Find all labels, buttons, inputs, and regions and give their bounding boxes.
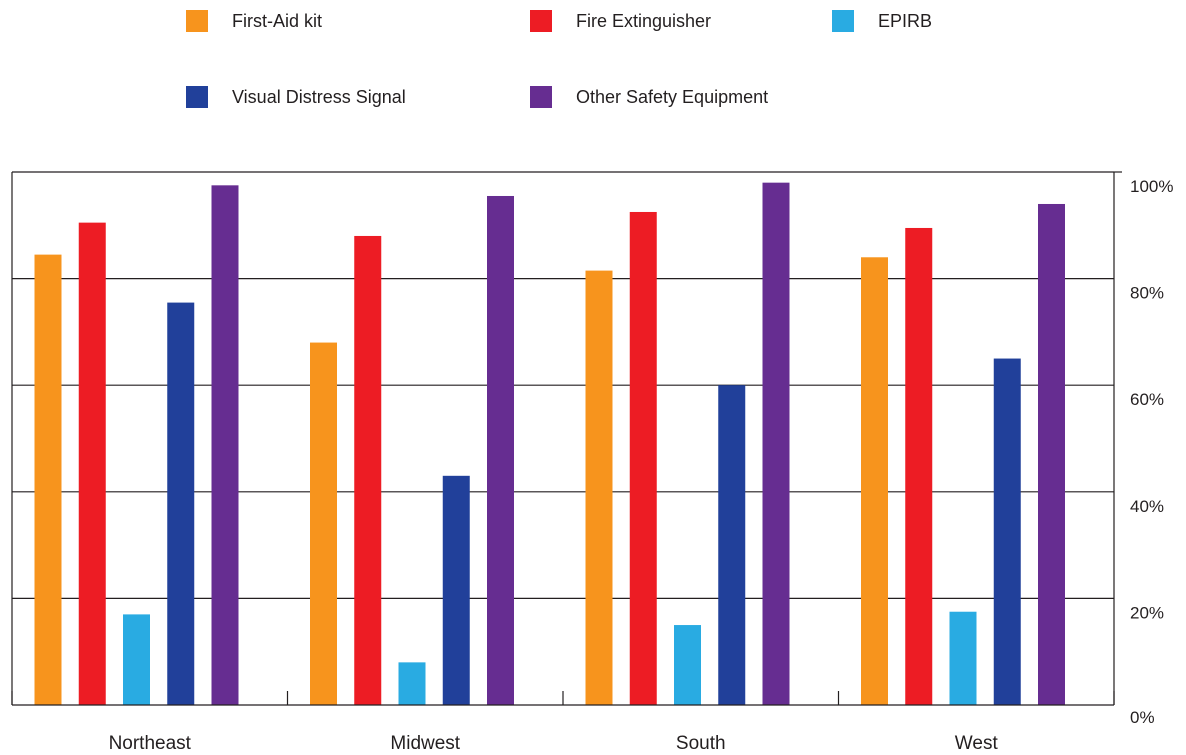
legend-swatch xyxy=(186,86,208,108)
x-category-label: Midwest xyxy=(390,733,460,754)
y-tick-label: 0% xyxy=(1130,708,1155,727)
bar xyxy=(861,257,888,705)
y-tick-label: 100% xyxy=(1130,177,1173,196)
legend-label: Other Safety Equipment xyxy=(576,86,769,107)
x-category-label: South xyxy=(676,733,726,754)
bar xyxy=(718,385,746,705)
bar xyxy=(78,222,106,705)
bar xyxy=(310,342,337,705)
bar xyxy=(585,270,613,705)
y-tick-label: 40% xyxy=(1130,497,1164,516)
bar xyxy=(762,182,790,705)
bar xyxy=(442,475,470,705)
bar xyxy=(34,254,62,706)
bar xyxy=(629,211,657,705)
legend-item: Other Safety Equipment xyxy=(530,86,768,108)
legend-label: Fire Extinguisher xyxy=(576,10,712,31)
legend-label: EPIRB xyxy=(878,10,933,31)
bar xyxy=(905,227,933,705)
y-tick-label: 80% xyxy=(1130,284,1164,303)
y-tick-label: 60% xyxy=(1130,390,1164,409)
legend-swatch xyxy=(530,86,552,108)
legend-item: First-Aid kit xyxy=(186,10,322,32)
bar xyxy=(949,611,977,705)
bar xyxy=(674,625,701,705)
bar xyxy=(167,302,195,705)
legend-swatch xyxy=(832,10,854,32)
legend-swatch xyxy=(530,10,552,32)
legend: First-Aid kit Fire Extinguisher EPIRB Visua… xyxy=(0,0,1186,130)
x-category-label: West xyxy=(955,733,999,754)
legend-label: Visual Distress Signal xyxy=(232,86,406,107)
bar xyxy=(211,185,239,705)
legend-item: Fire Extinguisher xyxy=(530,10,711,32)
bar xyxy=(398,662,426,705)
legend-item: EPIRB xyxy=(832,10,932,32)
bar xyxy=(487,195,514,706)
legend-swatch xyxy=(186,10,208,32)
legend-item: Visual Distress Signal xyxy=(186,86,406,108)
y-tick-label: 20% xyxy=(1130,603,1164,622)
bar xyxy=(354,235,382,705)
bar xyxy=(123,614,150,705)
x-category-label: Northeast xyxy=(109,733,192,754)
bar xyxy=(993,358,1021,705)
bar xyxy=(1038,203,1065,706)
legend-label: First-Aid kit xyxy=(232,10,322,31)
